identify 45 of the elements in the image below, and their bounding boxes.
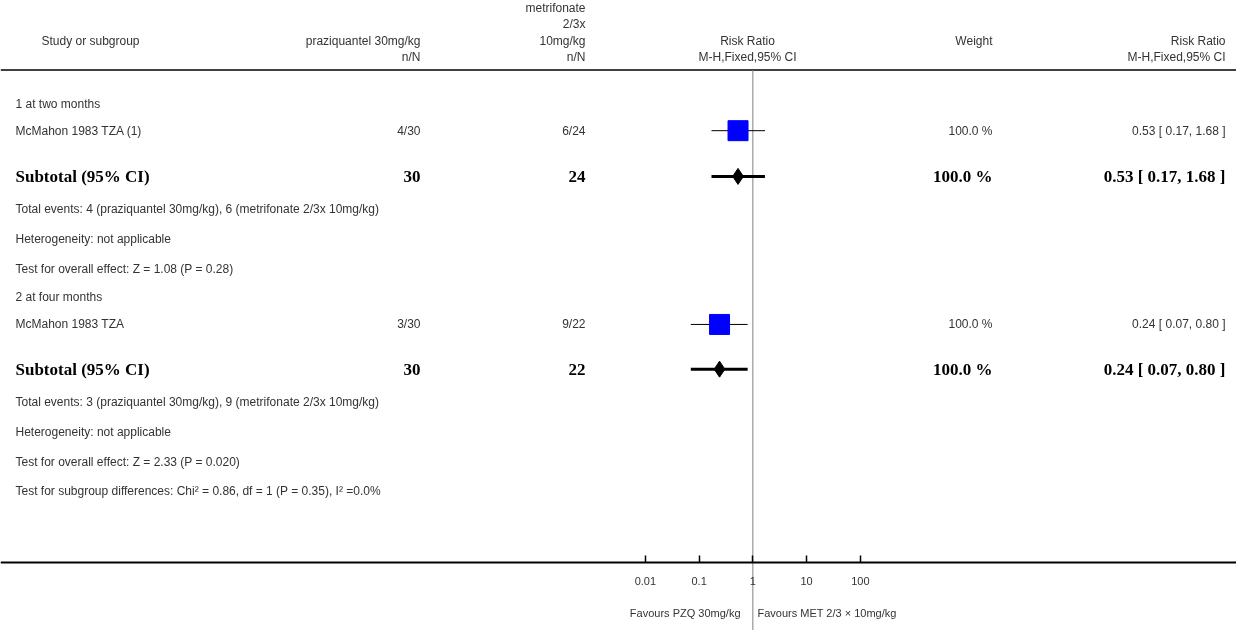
annotation: 100.0 % xyxy=(933,359,993,379)
text: Risk Ratio xyxy=(1170,34,1226,49)
annotation: 0.24 [ 0.07, 0.80 ] xyxy=(1103,359,1226,379)
x-tick-label: 0.01 xyxy=(634,574,657,587)
y-tick-label: 1 at two months xyxy=(15,96,101,111)
text: Risk Ratio xyxy=(720,34,776,49)
text: praziquantel 30mg/kg xyxy=(305,34,421,49)
x-tick-label: 1 xyxy=(749,574,756,587)
y-tick-label: Subtotal (95% CI) xyxy=(15,359,150,379)
y-tick-label: Heterogeneity: not applicable xyxy=(15,424,172,439)
y-tick-label: Test for overall effect: Z = 2.33 (P = 0.020) xyxy=(15,454,240,469)
text: n/N xyxy=(566,50,586,65)
annotation: 0.53 [ 0.17, 1.68 ] xyxy=(1132,123,1226,138)
x-tick-label: 100 xyxy=(851,574,870,587)
x-tick-label: 10 xyxy=(800,574,813,587)
annotation: 0.24 [ 0.07, 0.80 ] xyxy=(1132,317,1226,332)
y-tick-label: Test for subgroup differences: Chi² = 0.86, df = 1 (P = 0.35), I² =0.0% xyxy=(15,484,381,499)
annotation: 22 xyxy=(568,359,586,379)
annotation: 6/24 xyxy=(562,123,586,138)
annotation: 0.53 [ 0.17, 1.68 ] xyxy=(1103,166,1226,186)
y-tick-label: 2 at four months xyxy=(15,289,103,304)
y-axis-title: Study or subgroup xyxy=(41,34,140,49)
text: Favours MET 2/3 × 10mg/kg xyxy=(757,606,897,619)
text: Weight xyxy=(955,34,994,49)
annotation: 3/30 xyxy=(397,317,421,332)
annotation: 4/30 xyxy=(397,123,421,138)
y-tick-label: Subtotal (95% CI) xyxy=(15,166,150,186)
y-tick-label: Total events: 3 (praziquantel 30mg/kg), 9 (metrifonate 2/3x 10mg/kg) xyxy=(15,394,380,409)
annotation: 30 xyxy=(403,166,421,186)
annotation: 9/22 xyxy=(562,317,586,332)
annotation: 100.0 % xyxy=(948,317,993,332)
y-tick-label: McMahon 1983 TZA xyxy=(15,317,124,332)
annotation: 24 xyxy=(568,166,586,186)
y-tick-label: Test for overall effect: Z = 1.08 (P = 0.28) xyxy=(15,261,234,276)
y-tick-label: Heterogeneity: not applicable xyxy=(15,231,172,246)
y-tick-label: Total events: 4 (praziquantel 30mg/kg), 6 (metrifonate 2/3x 10mg/kg) xyxy=(15,202,380,217)
text: n/N xyxy=(401,50,421,65)
text: M-H,Fixed,95% CI xyxy=(1127,50,1226,65)
annotation: 100.0 % xyxy=(948,123,993,138)
text: M-H,Fixed,95% CI xyxy=(698,50,797,65)
annotation: 30 xyxy=(403,359,421,379)
text: Favours PZQ 30mg/kg xyxy=(629,606,741,619)
x-tick-label: 0.1 xyxy=(691,574,707,587)
y-tick-label: McMahon 1983 TZA (1) xyxy=(15,123,142,138)
annotation: 100.0 % xyxy=(933,166,993,186)
